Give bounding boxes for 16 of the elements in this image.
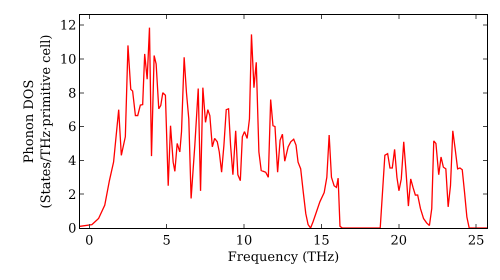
y-tick-label: 6 [68,120,76,136]
x-tick-label: 15 [313,234,330,249]
y-tick-label: 8 [68,86,76,102]
line-series [80,27,487,228]
y-tick-label: 12 [60,18,76,34]
x-tick-label: 25 [468,234,484,249]
x-tick-label: 5 [162,234,171,249]
y-axis-title: Phonon DOS (States/THz·primitive cell) [22,34,54,209]
y-tick-label: 2 [68,188,76,203]
y-tick-label: 10 [60,52,76,68]
x-tick-label: 10 [236,234,252,249]
y-tick-label: 0 [68,222,76,237]
x-tick-label: 0 [85,234,94,249]
x-tick-label: 20 [390,234,408,249]
y-tick-label: 4 [68,154,76,169]
x-axis-title: Frequency (THz) [228,250,340,266]
